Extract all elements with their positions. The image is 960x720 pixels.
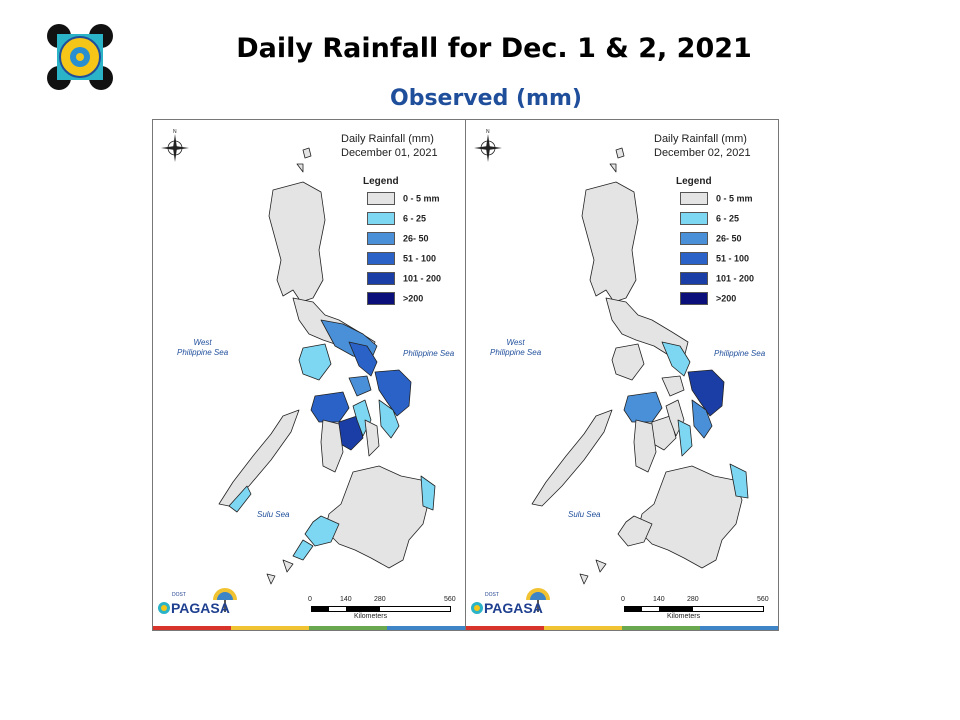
north-arrow-icon: N bbox=[161, 129, 189, 162]
dost-logo bbox=[47, 24, 113, 90]
legend-item: 0 - 5 mm bbox=[367, 192, 440, 205]
rainfall-map-dec-01: N Daily Rainfall (mm) December 01, 2021 … bbox=[152, 119, 466, 631]
map-title: Daily Rainfall (mm) December 01, 2021 bbox=[341, 133, 438, 159]
legend-item: 26- 50 bbox=[367, 232, 429, 245]
map-title: Daily Rainfall (mm) December 02, 2021 bbox=[654, 133, 751, 159]
scale-bar: 0 140 280 560 Kilometers bbox=[308, 596, 456, 620]
legend-item: 0 - 5 mm bbox=[680, 192, 753, 205]
sea-label-west: West Philippine Sea bbox=[490, 338, 542, 357]
legend-title: Legend bbox=[363, 176, 399, 187]
philippines-map bbox=[531, 147, 749, 585]
sea-label-east: Philippine Sea bbox=[714, 349, 766, 358]
sea-label-west: West Philippine Sea bbox=[177, 338, 229, 357]
color-stripe bbox=[153, 626, 465, 630]
scale-bar: 0 140 280 560 Kilometers bbox=[621, 596, 769, 620]
legend-item: >200 bbox=[367, 292, 423, 305]
pagasa-logo: DOST PAGASA bbox=[470, 588, 560, 622]
legend-item: 6 - 25 bbox=[367, 212, 426, 225]
legend-item: 101 - 200 bbox=[367, 272, 441, 285]
north-arrow-icon: N bbox=[474, 129, 502, 162]
legend-item: 101 - 200 bbox=[680, 272, 754, 285]
page-title: Daily Rainfall for Dec. 1 & 2, 2021 bbox=[236, 33, 752, 64]
legend-item: 51 - 100 bbox=[367, 252, 436, 265]
legend-item: 51 - 100 bbox=[680, 252, 749, 265]
sea-label-sulu: Sulu Sea bbox=[568, 510, 601, 519]
color-stripe bbox=[466, 626, 778, 630]
legend-item: 6 - 25 bbox=[680, 212, 739, 225]
svg-text:N: N bbox=[173, 129, 177, 135]
rainfall-map-dec-02: N Daily Rainfall (mm) December 02, 2021 … bbox=[465, 119, 779, 631]
legend-title: Legend bbox=[676, 176, 712, 187]
legend-item: 26- 50 bbox=[680, 232, 742, 245]
philippines-map bbox=[218, 147, 436, 585]
sea-label-east: Philippine Sea bbox=[403, 349, 455, 358]
svg-text:N: N bbox=[486, 129, 490, 135]
sea-label-sulu: Sulu Sea bbox=[257, 510, 290, 519]
page-subtitle: Observed (mm) bbox=[390, 86, 582, 111]
pagasa-logo: DOST PAGASA bbox=[157, 588, 247, 622]
luzon-region bbox=[268, 181, 326, 303]
legend-item: >200 bbox=[680, 292, 736, 305]
